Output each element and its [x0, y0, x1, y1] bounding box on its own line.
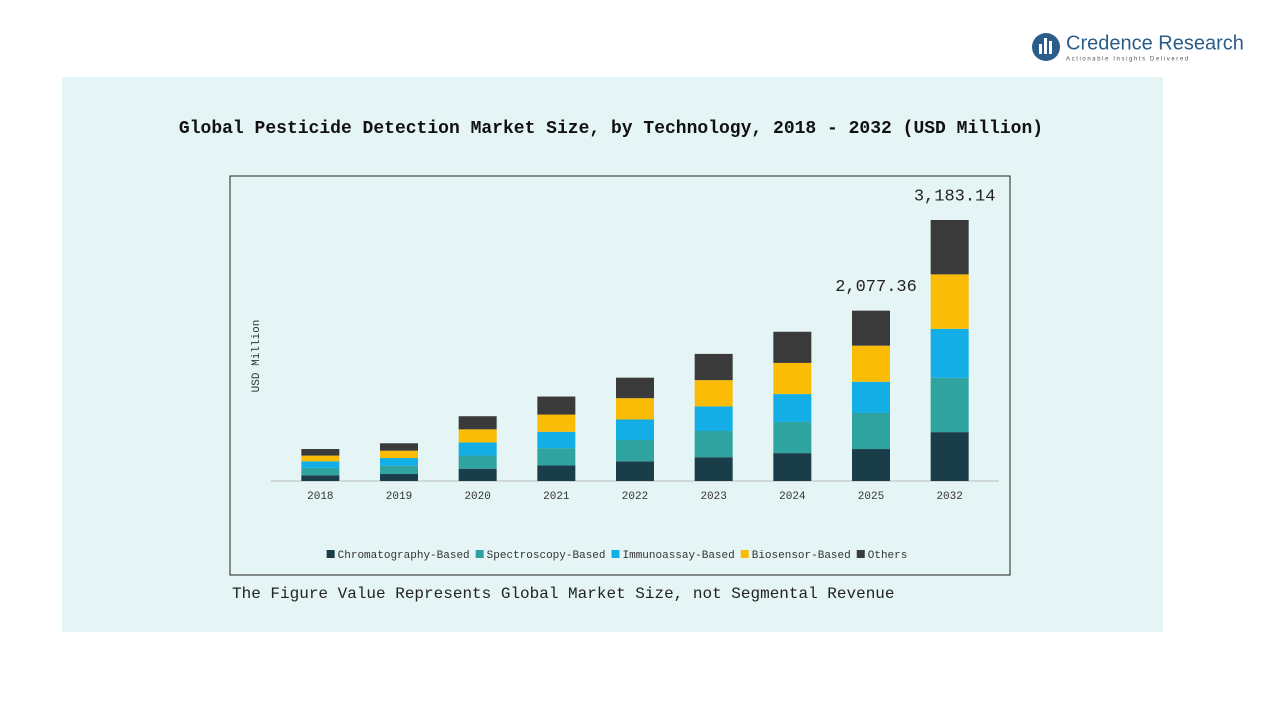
bar-segment	[301, 455, 340, 462]
legend-label: Biosensor-Based	[752, 550, 851, 562]
logo-icon-bar	[1049, 41, 1052, 54]
y-axis-label: USD Million	[251, 320, 263, 393]
x-tick-label: 2024	[779, 491, 806, 503]
bar-segment	[930, 274, 969, 329]
x-tick-label: 2023	[700, 491, 726, 503]
bar-segment	[930, 377, 969, 433]
logo-tagline: Actionable Insights Delivered	[1066, 57, 1190, 63]
legend-swatch	[611, 550, 620, 558]
bar-segment	[773, 394, 812, 422]
bar-segment	[380, 450, 418, 459]
bar-segment	[852, 449, 890, 481]
bar-segment	[930, 432, 969, 481]
bar-segment	[616, 398, 654, 420]
bar-segment	[616, 419, 654, 440]
logo-icon-bar	[1039, 44, 1042, 54]
legend-swatch	[326, 550, 335, 558]
bar-segment	[852, 381, 890, 413]
bar-segment	[380, 465, 418, 475]
bar-segment	[773, 362, 812, 395]
bar-segment	[380, 458, 418, 466]
bar-segment	[458, 468, 497, 481]
bar-segment	[930, 219, 969, 275]
total-label: 3,183.14	[914, 187, 996, 206]
bar-segment	[537, 431, 576, 449]
bar-segment	[301, 467, 340, 476]
x-tick-label: 2019	[386, 491, 412, 503]
legend-label: Spectroscopy-Based	[487, 550, 606, 562]
bar-segment	[773, 453, 812, 481]
bar-segment	[616, 377, 654, 399]
bar-segment	[616, 440, 654, 462]
bar-segment	[537, 414, 576, 432]
bar-segment	[852, 310, 890, 346]
x-tick-label: 2022	[622, 491, 648, 503]
bar-segment	[930, 328, 969, 378]
x-tick-label: 2021	[543, 491, 570, 503]
bar-segment	[301, 475, 340, 481]
x-tick-label: 2018	[307, 491, 333, 503]
bar-segment	[458, 429, 497, 443]
bar-segment	[773, 331, 812, 363]
bar-segment	[537, 465, 576, 481]
bar-segment	[380, 443, 418, 451]
panel	[62, 77, 1163, 632]
legend-label: Chromatography-Based	[338, 550, 470, 562]
bar-segment	[694, 406, 733, 431]
bar-segment	[773, 421, 812, 454]
bar-segment	[301, 461, 340, 468]
footnote: The Figure Value Represents Global Marke…	[232, 585, 895, 603]
legend-swatch	[475, 550, 484, 558]
logo-name: Credence Research	[1066, 32, 1244, 54]
logo-icon-bar	[1044, 38, 1047, 54]
bar-segment	[537, 396, 576, 415]
bar-segment	[380, 474, 418, 481]
bar-segment	[301, 449, 340, 456]
legend-label: Others	[868, 550, 908, 562]
bar-segment	[694, 353, 733, 381]
bar-segment	[852, 412, 890, 450]
legend-swatch	[740, 550, 749, 558]
bar-segment	[458, 416, 497, 430]
chart-title: Global Pesticide Detection Market Size, …	[179, 119, 1043, 139]
bar-segment	[616, 461, 654, 481]
bar-segment	[458, 442, 497, 456]
legend-swatch	[856, 550, 865, 558]
bar-segment	[694, 380, 733, 407]
x-tick-label: 2025	[858, 491, 884, 503]
bar-segment	[537, 448, 576, 466]
total-label: 2,077.36	[835, 278, 917, 297]
bar-segment	[852, 345, 890, 382]
bar-segment	[458, 455, 497, 469]
logo: Credence Research Actionable Insights De…	[1032, 32, 1244, 63]
x-tick-label: 2020	[464, 491, 490, 503]
bar-segment	[694, 457, 733, 481]
x-tick-label: 2032	[936, 491, 962, 503]
plot-frame	[229, 175, 1011, 576]
legend-label: Immunoassay-Based	[623, 550, 735, 562]
bar-segment	[694, 430, 733, 458]
